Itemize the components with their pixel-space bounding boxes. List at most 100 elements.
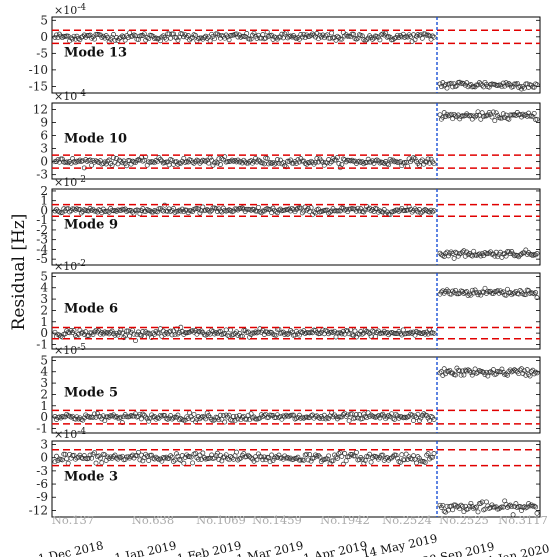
data-point — [409, 412, 415, 418]
data-point — [533, 504, 539, 510]
x-date-label: 1 Dec 2018 — [37, 538, 105, 557]
mode-label: Mode 10 — [64, 132, 127, 147]
y-tick-label: -3 — [36, 464, 48, 478]
data-point — [315, 414, 321, 420]
data-point — [234, 31, 239, 37]
data-point — [353, 208, 359, 214]
panel-mode-13: 5 0 -5 -10 -15 ×10-4 Mode 13 — [29, 3, 541, 94]
data-point — [390, 454, 396, 459]
data-point — [118, 34, 124, 40]
x-index-label: No.1459 — [252, 513, 302, 527]
y-tick-label: 0 — [40, 451, 48, 465]
y-tick-label: -15 — [29, 79, 48, 93]
data-point — [394, 207, 400, 213]
data-point — [185, 415, 191, 421]
data-point — [450, 84, 456, 90]
data-point — [474, 370, 480, 376]
data-point — [311, 455, 317, 461]
data-point — [160, 33, 166, 39]
y-tick-label: 9 — [40, 116, 48, 130]
y-tick-label: 1 — [40, 399, 48, 413]
data-point — [209, 157, 215, 163]
data-point — [273, 415, 279, 421]
data-point — [244, 31, 250, 36]
data-point — [105, 329, 111, 335]
data-point — [308, 32, 314, 38]
data-point — [521, 368, 527, 374]
data-point — [406, 156, 412, 162]
data-point — [334, 455, 340, 461]
data-point — [447, 367, 453, 373]
data-point — [478, 116, 484, 122]
data-point — [137, 332, 143, 338]
y-tick-label: 2 — [40, 387, 48, 401]
data-point — [210, 329, 216, 334]
y-tick-label: 3 — [40, 376, 48, 390]
data-point — [102, 329, 108, 335]
data-point — [450, 288, 456, 294]
data-point — [305, 457, 311, 463]
data-point — [324, 456, 330, 462]
x-index-label: No.1942 — [320, 513, 370, 527]
data-point — [174, 35, 179, 41]
data-point — [212, 331, 217, 337]
data-point — [141, 31, 147, 37]
data-point — [526, 110, 532, 116]
data-point — [472, 366, 478, 372]
data-point — [90, 451, 96, 457]
data-point — [527, 373, 533, 379]
data-point — [152, 331, 157, 337]
data-point — [187, 208, 193, 214]
data-point — [440, 114, 446, 120]
data-point — [75, 35, 81, 41]
data-point — [365, 35, 371, 41]
data-point — [403, 451, 409, 457]
data-point — [212, 36, 217, 42]
y-exponent-label: ×10-5 — [54, 343, 86, 357]
data-point — [384, 414, 390, 420]
data-point — [302, 35, 308, 41]
data-point — [534, 295, 540, 301]
data-point — [351, 31, 356, 37]
data-point — [490, 367, 496, 373]
data-point — [437, 112, 443, 118]
data-point — [424, 452, 430, 458]
data-point — [286, 330, 292, 336]
data-point — [387, 212, 393, 217]
data-point — [336, 414, 342, 420]
data-point — [313, 210, 318, 216]
data-point — [408, 329, 414, 335]
x-index-label: No.1069 — [196, 513, 246, 527]
data-point — [509, 504, 515, 510]
data-point — [346, 331, 352, 337]
data-point — [244, 206, 250, 212]
data-point — [163, 330, 169, 336]
data-point — [349, 157, 355, 163]
data-point — [165, 208, 171, 214]
data-point — [324, 160, 330, 166]
data-point — [359, 331, 365, 337]
data-point — [415, 411, 421, 417]
data-point — [247, 334, 253, 340]
data-point — [153, 454, 159, 460]
data-point — [336, 161, 342, 166]
data-point — [99, 34, 105, 40]
data-point — [334, 330, 340, 336]
data-point — [361, 330, 367, 336]
data-point — [226, 412, 232, 418]
data-point — [146, 418, 152, 424]
data-point — [521, 292, 527, 298]
x-date-label: 1 Feb 2019 — [176, 538, 243, 557]
data-point — [365, 156, 371, 162]
y-tick-label: -2 — [36, 223, 48, 237]
data-point — [119, 330, 125, 336]
data-point — [292, 35, 298, 41]
y-tick-label: -5 — [36, 252, 48, 266]
data-point — [231, 413, 236, 419]
data-point — [112, 452, 118, 458]
data-point — [471, 113, 477, 119]
data-point — [234, 449, 239, 455]
data-point — [214, 160, 220, 166]
data-point — [533, 252, 539, 258]
